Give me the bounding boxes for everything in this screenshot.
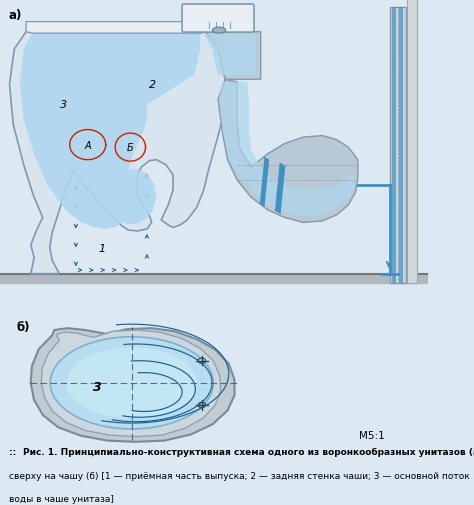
Polygon shape — [200, 23, 261, 80]
Text: Рис. 1. Принципиально-конструктивная схема одного из воронкообразных унитазов (а: Рис. 1. Принципиально-конструктивная схе… — [23, 447, 474, 456]
Polygon shape — [9, 32, 225, 274]
Ellipse shape — [212, 28, 226, 34]
Text: 3: 3 — [60, 100, 68, 110]
Text: воды в чаше унитаза]: воды в чаше унитаза] — [9, 494, 113, 502]
Bar — [407, 0, 417, 283]
Text: б): б) — [17, 320, 30, 333]
Text: 3: 3 — [93, 380, 101, 393]
Text: М5:1: М5:1 — [359, 430, 384, 440]
Text: ::: :: — [9, 447, 19, 456]
Polygon shape — [275, 163, 285, 215]
Text: 2: 2 — [149, 80, 156, 90]
Bar — [399, 8, 403, 283]
Text: сверху на чашу (б) [1 — приёмная часть выпуска; 2 — задняя стенка чаши; 3 — осно: сверху на чашу (б) [1 — приёмная часть в… — [9, 471, 469, 480]
Text: А: А — [84, 140, 91, 150]
Polygon shape — [31, 329, 235, 442]
Ellipse shape — [66, 348, 197, 418]
Text: Б: Б — [127, 143, 134, 153]
Bar — [0, 274, 427, 283]
Polygon shape — [20, 34, 200, 229]
Polygon shape — [219, 83, 355, 217]
Ellipse shape — [50, 337, 213, 429]
Bar — [390, 8, 406, 283]
Polygon shape — [26, 23, 206, 34]
Polygon shape — [204, 35, 256, 76]
Text: 1: 1 — [98, 243, 106, 253]
Bar — [392, 8, 396, 283]
FancyBboxPatch shape — [182, 5, 254, 33]
Text: а): а) — [9, 9, 22, 22]
Polygon shape — [185, 8, 251, 23]
Polygon shape — [41, 330, 220, 437]
Polygon shape — [260, 158, 269, 208]
Polygon shape — [218, 80, 358, 223]
